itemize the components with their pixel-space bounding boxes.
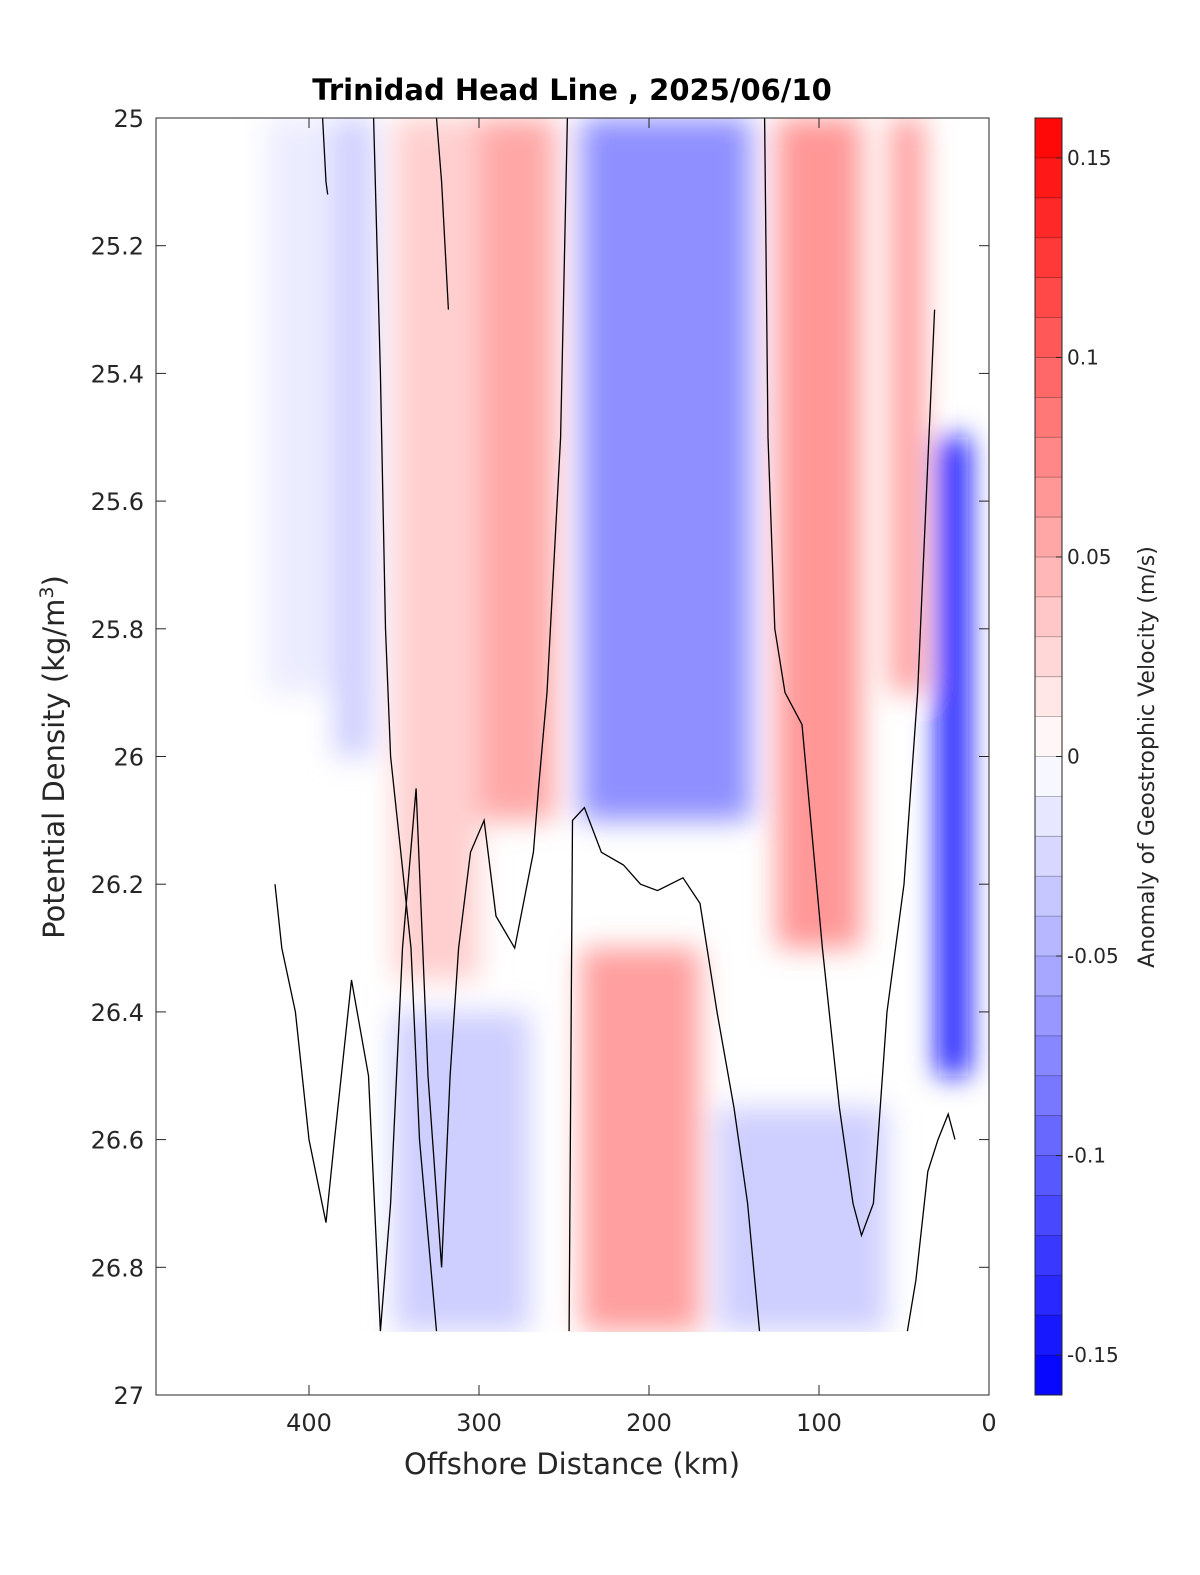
colorbar-segment	[1035, 716, 1062, 757]
y-tick-label: 25.4	[91, 360, 144, 388]
colorbar-segment	[1035, 197, 1062, 239]
colorbar-segment	[1035, 995, 1062, 1037]
zero-contour-group	[274, 118, 956, 1332]
colorbar-tick-label: -0.05	[1067, 944, 1119, 968]
zero-contour-line	[274, 118, 569, 1332]
colorbar-segment	[1035, 1315, 1062, 1356]
velocity-band-9	[581, 948, 700, 1332]
x-axis-title: Offshore Distance (km)	[404, 1447, 740, 1481]
colorbar-segment	[1035, 1275, 1062, 1316]
colorbar	[1035, 117, 1062, 1396]
y-tick-label: 25.2	[91, 233, 144, 261]
colorbar-segment	[1035, 876, 1062, 917]
y-tick-label: 27	[113, 1382, 144, 1410]
y-tick-label: 25.6	[91, 488, 144, 516]
colorbar-tick-label: -0.1	[1067, 1144, 1106, 1168]
colorbar-segment	[1035, 796, 1062, 837]
y-tick-label: 26.6	[91, 1127, 144, 1155]
colorbar-segment	[1035, 676, 1062, 718]
y-tick-label: 25	[113, 105, 144, 133]
y-tick-label: 26.8	[91, 1254, 144, 1282]
colorbar-tick-label: 0.1	[1067, 345, 1099, 369]
colorbar-segment	[1035, 916, 1062, 957]
velocity-band-4	[581, 118, 751, 821]
velocity-band-7	[938, 437, 969, 1076]
colorbar-segment	[1035, 1155, 1062, 1196]
velocity-band-10	[717, 1107, 887, 1332]
colorbar-segment	[1035, 596, 1062, 638]
x-tick-label: 300	[456, 1409, 502, 1437]
colorbar-segment	[1035, 317, 1062, 358]
colorbar-segment	[1035, 437, 1062, 478]
colorbar-segment	[1035, 277, 1062, 319]
velocity-band-6	[890, 118, 925, 693]
zero-contour-line	[372, 118, 438, 1332]
velocity-field	[266, 118, 969, 1332]
zero-contour-line	[321, 118, 329, 195]
colorbar-tick-label: 0.15	[1067, 146, 1112, 170]
velocity-band-0	[266, 118, 335, 693]
colorbar-segment	[1035, 1075, 1062, 1117]
colorbar-segment	[1035, 556, 1062, 598]
colorbar-segment	[1035, 157, 1062, 199]
colorbar-segment	[1035, 956, 1062, 997]
zero-contour-line	[435, 118, 450, 310]
velocity-band-1	[334, 118, 374, 757]
y-axis-title: Potential Density (kg/m3)	[36, 575, 71, 939]
velocity-band-8	[394, 1011, 530, 1332]
colorbar-tick-label: 0.05	[1067, 545, 1112, 569]
zero-contour-line	[763, 118, 936, 1238]
colorbar-segment	[1035, 636, 1062, 678]
x-tick-label: 100	[796, 1409, 842, 1437]
velocity-band-3	[479, 118, 556, 821]
velocity-band-5	[776, 118, 862, 949]
colorbar-segment	[1035, 1115, 1062, 1157]
colorbar-title: Anomaly of Geostrophic Velocity (m/s)	[1135, 546, 1160, 968]
colorbar-segment	[1035, 1355, 1062, 1396]
y-tick-label: 25.8	[91, 616, 144, 644]
colorbar-segment	[1035, 1235, 1062, 1276]
x-tick-label: 400	[286, 1409, 332, 1437]
colorbar-segment	[1035, 756, 1062, 797]
colorbar-segment	[1035, 357, 1062, 398]
colorbar-segment	[1035, 517, 1062, 558]
y-tick-label: 26.4	[91, 999, 144, 1027]
colorbar-tick-label: -0.15	[1067, 1343, 1119, 1367]
colorbar-ticks: 0.15 0.1 0.05 0 -0.05 -0.1 -0.15	[1056, 146, 1119, 1367]
velocity-band-2	[394, 118, 479, 980]
colorbar-segment	[1035, 397, 1062, 438]
y-axis-ticks: 25 25.2 25.4 25.6 25.8 26 26.2 26.4 26.6 26.8 27	[91, 105, 989, 1410]
y-tick-label: 26.2	[91, 871, 144, 899]
colorbar-tick-label: 0	[1067, 745, 1080, 769]
zero-contour-line	[906, 1112, 956, 1332]
colorbar-segment	[1035, 836, 1062, 877]
x-tick-label: 0	[981, 1409, 996, 1437]
colorbar-segment	[1035, 118, 1062, 159]
colorbar-segment	[1035, 477, 1062, 518]
colorbar-segment	[1035, 1195, 1062, 1236]
x-tick-label: 200	[626, 1409, 672, 1437]
y-tick-label: 26	[113, 744, 144, 772]
zero-contour-line	[568, 806, 761, 1332]
colorbar-segment	[1035, 1035, 1062, 1077]
x-axis-ticks: 400 300 200 100 0	[286, 118, 997, 1437]
colorbar-segment	[1035, 237, 1062, 279]
chart-title: Trinidad Head Line , 2025/06/10	[312, 73, 832, 107]
